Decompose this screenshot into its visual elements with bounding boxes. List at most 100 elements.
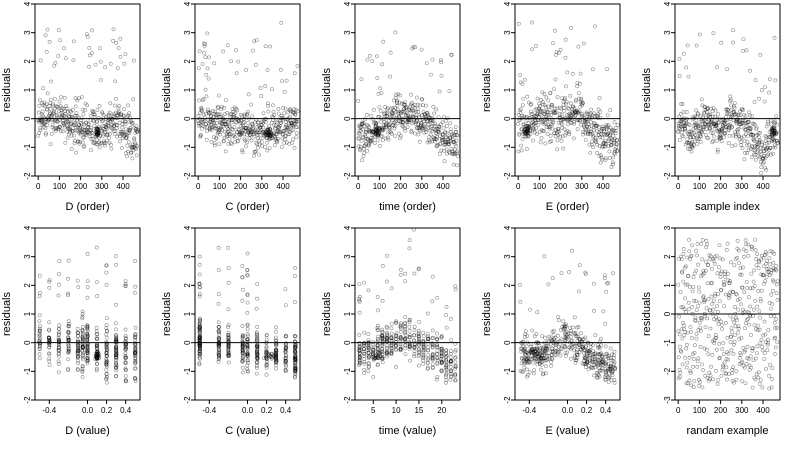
- data-point: [690, 140, 695, 145]
- data-point: [681, 123, 686, 128]
- data-point: [232, 105, 237, 110]
- data-point: [106, 113, 111, 118]
- data-point: [678, 119, 683, 124]
- data-point: [452, 133, 457, 138]
- data-point: [246, 130, 251, 134]
- data-point: [104, 362, 109, 367]
- data-point: [425, 337, 430, 341]
- data-point: [448, 361, 453, 366]
- data-point: [217, 355, 222, 360]
- x-tick-label: 200: [554, 182, 568, 191]
- y-tick-label: 0: [23, 116, 32, 121]
- data-point: [258, 128, 263, 133]
- data-point: [676, 121, 681, 126]
- data-point: [568, 329, 573, 333]
- data-point: [403, 320, 408, 325]
- data-point: [114, 349, 119, 354]
- data-point: [264, 362, 269, 366]
- data-point: [87, 46, 92, 50]
- data-point: [227, 137, 232, 142]
- data-point: [566, 117, 571, 121]
- data-point: [710, 301, 715, 306]
- data-point: [393, 343, 398, 348]
- data-point: [56, 351, 61, 356]
- data-point: [133, 356, 138, 361]
- data-point: [541, 120, 546, 125]
- data-point: [772, 130, 777, 135]
- data-point: [402, 102, 407, 107]
- data-point: [258, 129, 263, 134]
- data-point: [361, 135, 366, 140]
- data-point: [375, 76, 380, 80]
- data-point: [76, 353, 81, 358]
- data-point: [753, 152, 758, 157]
- data-point: [272, 122, 277, 127]
- data-point: [222, 119, 227, 123]
- data-point: [80, 364, 85, 369]
- data-point: [55, 119, 60, 124]
- data-point: [565, 113, 569, 117]
- data-point: [293, 354, 298, 359]
- data-point: [560, 96, 565, 101]
- data-point: [293, 368, 298, 373]
- data-point: [197, 352, 202, 357]
- data-point: [412, 271, 417, 276]
- data-point: [266, 104, 271, 108]
- data-point: [732, 105, 737, 110]
- data-point: [240, 356, 245, 360]
- data-point: [217, 337, 222, 342]
- data-point: [197, 343, 202, 348]
- data-point: [423, 112, 427, 117]
- data-point: [228, 141, 233, 145]
- data-point: [225, 43, 230, 48]
- data-point: [421, 350, 426, 355]
- data-point: [215, 116, 220, 121]
- data-point: [239, 130, 244, 135]
- data-point: [71, 128, 76, 133]
- data-point: [610, 138, 615, 142]
- data-point: [417, 334, 421, 339]
- data-point: [582, 119, 587, 124]
- data-point: [610, 142, 614, 147]
- data-point: [375, 340, 380, 345]
- data-point: [733, 305, 737, 310]
- data-point: [201, 123, 206, 128]
- data-point: [687, 140, 691, 145]
- data-point: [95, 346, 100, 351]
- data-point: [43, 120, 48, 125]
- data-point: [678, 370, 683, 375]
- data-point: [386, 137, 391, 142]
- data-point: [94, 132, 99, 137]
- data-point: [75, 367, 80, 371]
- data-point: [721, 123, 725, 127]
- data-point: [274, 118, 279, 123]
- data-point: [421, 127, 426, 132]
- data-point: [203, 115, 207, 120]
- y-tick-label: -2: [183, 396, 192, 404]
- data-point: [104, 360, 109, 365]
- data-point: [85, 359, 90, 363]
- data-point: [449, 52, 454, 57]
- data-point: [524, 358, 529, 363]
- data-point: [282, 141, 287, 146]
- data-point: [127, 127, 132, 132]
- data-point: [36, 118, 41, 123]
- data-point: [768, 134, 772, 139]
- data-point: [534, 332, 539, 336]
- data-point: [705, 135, 709, 140]
- data-point: [561, 103, 566, 107]
- data-point: [731, 28, 735, 33]
- y-tick-label: 4: [183, 1, 192, 6]
- data-point: [245, 251, 250, 256]
- data-point: [276, 111, 281, 116]
- data-point: [452, 147, 457, 152]
- data-point: [540, 350, 544, 355]
- data-point: [368, 113, 373, 118]
- data-point: [293, 265, 298, 270]
- data-point: [217, 342, 221, 347]
- data-point: [542, 111, 547, 116]
- data-point: [527, 128, 532, 133]
- data-point: [66, 329, 71, 334]
- x-tick-label: 0: [356, 182, 361, 191]
- data-point: [104, 362, 109, 367]
